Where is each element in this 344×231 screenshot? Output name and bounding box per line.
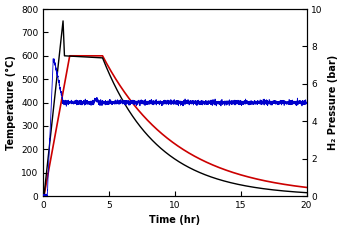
X-axis label: Time (hr): Time (hr) [149, 216, 201, 225]
Y-axis label: H₂ Pressure (bar): H₂ Pressure (bar) [329, 55, 338, 150]
Y-axis label: Temperature (°C): Temperature (°C) [6, 55, 15, 150]
